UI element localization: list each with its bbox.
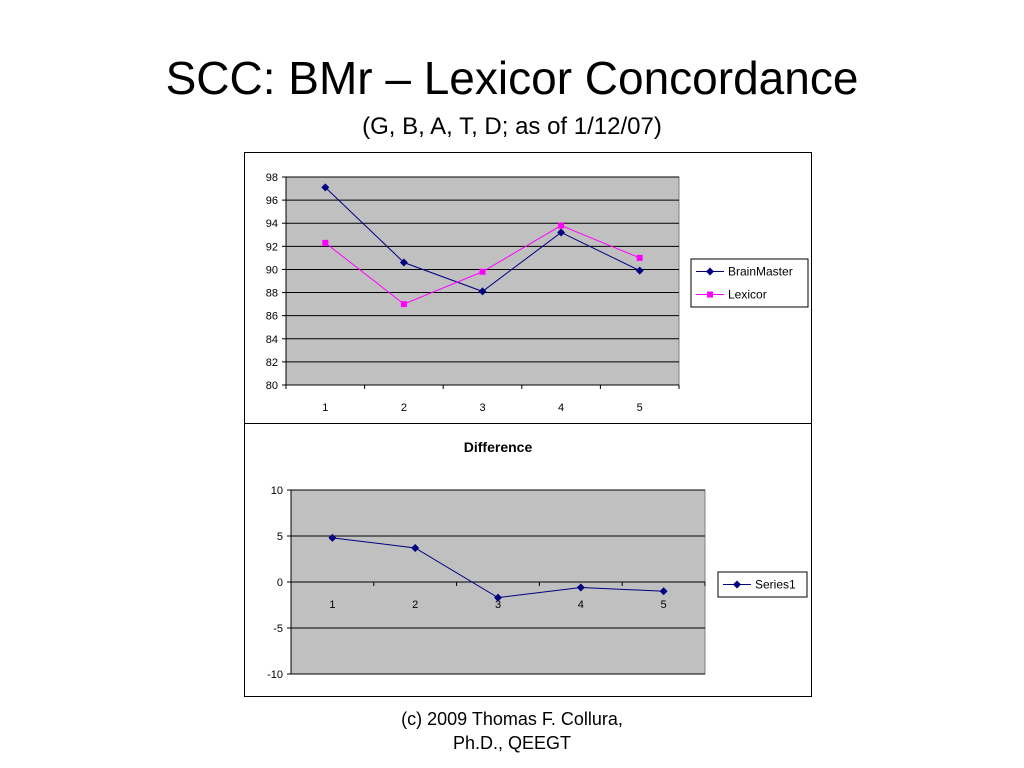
data-point-brainmaster — [635, 266, 644, 275]
data-point-series1 — [494, 593, 502, 602]
y-tick-label: 88 — [266, 288, 278, 300]
x-tick-label: 3 — [479, 402, 485, 414]
data-point-series1 — [576, 583, 585, 592]
data-point-lexicor — [322, 239, 329, 246]
data-point-series1 — [659, 587, 668, 596]
x-tick-label: 4 — [558, 402, 564, 414]
data-point-brainmaster — [321, 183, 330, 192]
y-tick-label: 80 — [266, 380, 278, 392]
y-tick-label: 84 — [266, 334, 278, 346]
slide-subtitle: (G, B, A, T, D; as of 1/12/07) — [362, 113, 662, 140]
x-tick-label: 2 — [412, 599, 418, 611]
concordance-chart-svg: 80 82 84 86 88 90 92 94 96 98 1 2 3 4 5 BrainMaster Lexi… — [266, 172, 809, 414]
chart-title: Difference — [464, 439, 533, 455]
data-point-series1 — [328, 533, 337, 542]
x-tick-label: 4 — [578, 599, 584, 611]
data-point-lexicor — [558, 222, 565, 229]
data-point-brainmaster — [478, 287, 487, 296]
x-tick-label: 3 — [495, 599, 501, 611]
difference-chart-svg: Difference -10 -5 0 5 10 1 2 3 4 5 Series1 — [267, 439, 808, 681]
y-tick-label: 5 — [277, 531, 283, 543]
x-tick-label: 5 — [661, 599, 667, 611]
y-tick-label: 86 — [266, 311, 278, 323]
difference-chart: Difference -10 -5 0 5 10 1 2 3 4 5 Series1 — [244, 423, 812, 697]
legend-marker — [733, 580, 741, 589]
data-point-brainmaster — [557, 228, 566, 237]
legend — [690, 258, 809, 308]
legend-marker — [706, 267, 714, 276]
x-tick-label: 2 — [401, 402, 407, 414]
data-point-lexicor — [479, 268, 486, 275]
x-tick-label: 1 — [329, 599, 335, 611]
y-tick-label: 96 — [266, 195, 278, 207]
x-tick-label: 5 — [637, 402, 643, 414]
legend-label: Series1 — [755, 578, 796, 592]
y-tick-label: 10 — [271, 485, 283, 497]
y-tick-label: 94 — [266, 218, 278, 230]
y-tick-label: 0 — [277, 577, 283, 589]
y-tick-label: 98 — [266, 172, 278, 184]
legend-marker — [707, 291, 713, 298]
y-tick-label: -10 — [267, 669, 283, 681]
concordance-chart: 80 82 84 86 88 90 92 94 96 98 1 2 3 4 5 BrainMaster Lexi… — [244, 152, 812, 424]
y-tick-label: -5 — [273, 623, 283, 635]
copyright-footer: (c) 2009 Thomas F. Collura, Ph.D., QEEGT — [362, 707, 662, 755]
footer-line-2: Ph.D., QEEGT — [452, 733, 572, 753]
footer-line-1: (c) 2009 Thomas F. Collura, — [401, 709, 623, 729]
y-tick-label: 92 — [266, 241, 278, 253]
slide-title: SCC: BMr – Lexicor Concordance — [165, 52, 859, 104]
data-point-lexicor — [636, 254, 643, 261]
legend-label: BrainMaster — [728, 265, 793, 279]
y-tick-label: 82 — [266, 357, 278, 369]
x-tick-label: 1 — [322, 402, 328, 414]
data-point-lexicor — [400, 301, 407, 308]
legend-label: Lexicor — [728, 288, 767, 302]
data-point-series1 — [411, 543, 420, 552]
y-tick-label: 90 — [266, 264, 278, 276]
data-point-brainmaster — [399, 258, 408, 267]
plot-area — [285, 176, 680, 386]
